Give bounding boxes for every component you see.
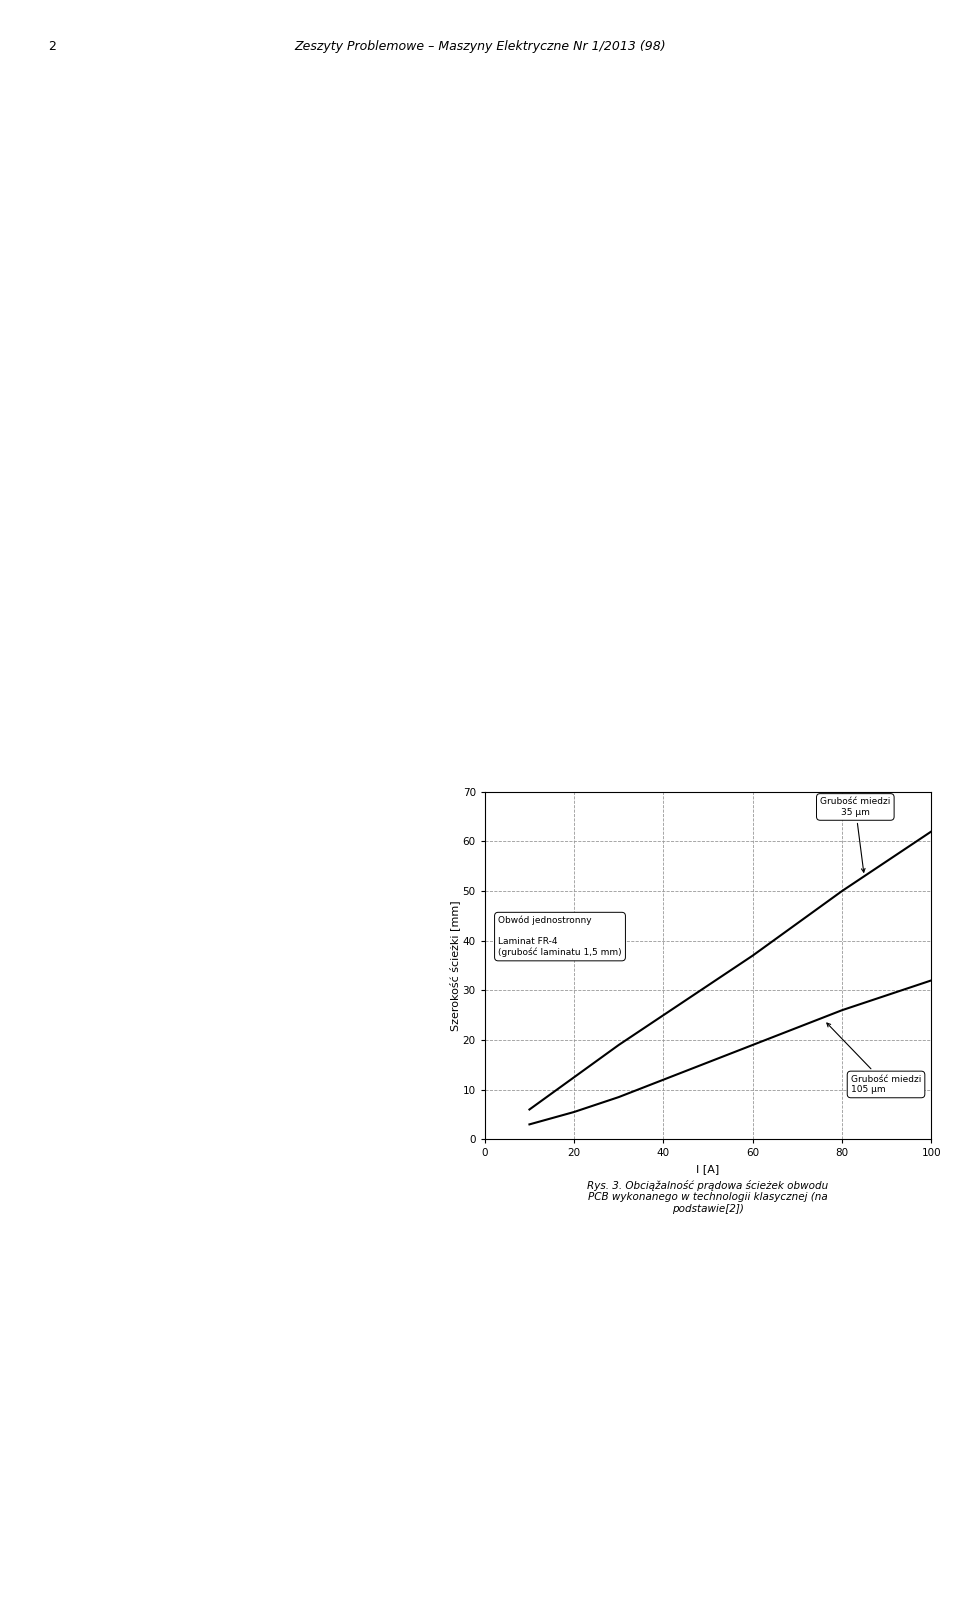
Text: Zeszyty Problemowe – Maszyny Elektryczne Nr 1/2013 (98): Zeszyty Problemowe – Maszyny Elektryczne… (294, 40, 666, 53)
Text: 2: 2 (48, 40, 56, 53)
X-axis label: I [A]: I [A] (696, 1164, 720, 1173)
Text: Rys. 3. Obciąžalność prądowa ścieżek obwodu
PCB wykonanego w technologii klasycz: Rys. 3. Obciąžalność prądowa ścieżek obw… (588, 1180, 828, 1214)
Text: Grubość miedzi
35 μm: Grubość miedzi 35 μm (820, 797, 891, 873)
Text: Grubość miedzi
105 μm: Grubość miedzi 105 μm (827, 1023, 922, 1094)
Text: Obwód jednostronny

Laminat FR-4
(grubość laminatu 1,5 mm): Obwód jednostronny Laminat FR-4 (grubość… (498, 916, 622, 957)
Y-axis label: Szerokość ścieżki [mm]: Szerokość ścieżki [mm] (449, 900, 460, 1031)
